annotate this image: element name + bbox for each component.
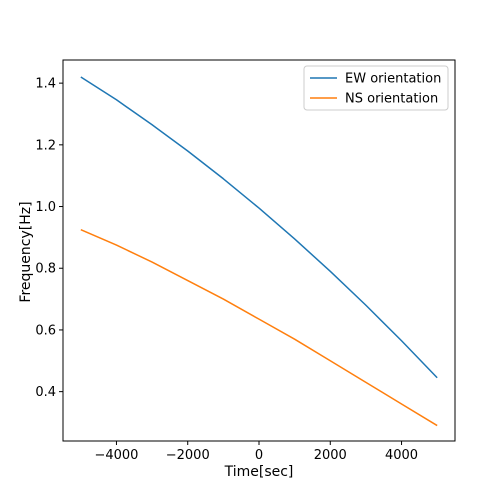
series-line-ns-orientation <box>80 228 438 427</box>
plot-frame <box>62 59 456 442</box>
y-axis-ticks: 0.4 0.6 0.8 1.0 1.2 1.4 <box>35 77 63 400</box>
x-tick-label: 2000 <box>314 448 347 463</box>
legend-label: NS orientation <box>345 92 438 107</box>
y-tick-label: 0.8 <box>35 262 56 277</box>
y-tick-label: 1.0 <box>35 200 56 215</box>
y-tick-label: 1.2 <box>35 138 56 153</box>
x-tick-label: 4000 <box>385 448 418 463</box>
plot-area <box>62 59 456 442</box>
y-axis-label: Frequency[Hz] <box>18 201 34 302</box>
series-line-ew-orientation <box>80 76 438 379</box>
x-axis-label: Time[sec] <box>224 464 294 480</box>
legend-label: EW orientation <box>345 72 441 87</box>
y-tick-label: 0.6 <box>35 323 56 338</box>
legend-box <box>303 65 449 111</box>
x-tick-label: −4000 <box>94 448 138 463</box>
y-tick-label: 1.4 <box>35 77 56 92</box>
x-tick-label: −2000 <box>166 448 210 463</box>
legend: EW orientation NS orientation <box>303 65 449 111</box>
x-axis-ticks: −4000 −2000 0 2000 4000 <box>94 441 418 463</box>
series-layer <box>80 76 438 427</box>
x-tick-label: 0 <box>255 448 263 463</box>
y-tick-label: 0.4 <box>35 385 56 400</box>
